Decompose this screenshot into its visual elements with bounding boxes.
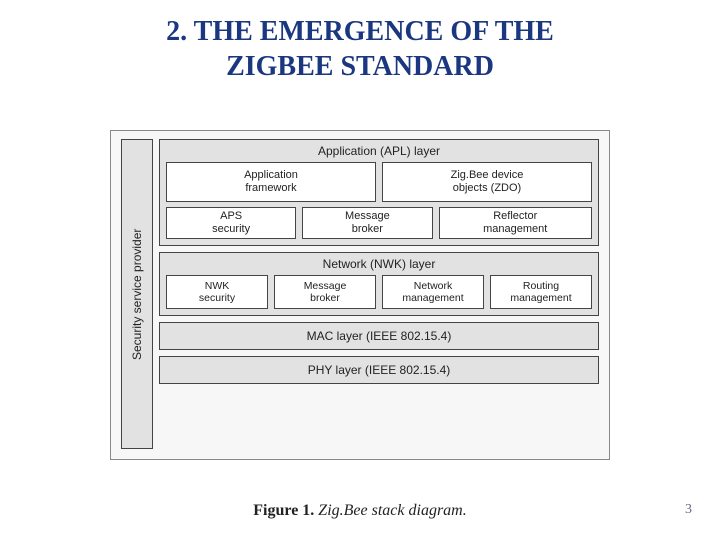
page-number: 3	[685, 502, 692, 518]
stack-diagram: Security service provider Application (A…	[110, 130, 610, 460]
nwk-layer: Network (NWK) layer NWK security Message…	[159, 252, 599, 316]
diagram-inner: Security service provider Application (A…	[121, 139, 599, 449]
application-framework-box: Application framework	[166, 162, 376, 202]
phy-layer: PHY layer (IEEE 802.15.4)	[159, 356, 599, 384]
title-line-2: ZIGBEE STANDARD	[0, 49, 720, 84]
nwk-security-box: NWK security	[166, 275, 268, 309]
reflector-management-box: Reflector management	[439, 207, 593, 239]
caption-text: Zig.Bee stack diagram.	[318, 502, 466, 519]
network-management-box: Network management	[382, 275, 484, 309]
apl-row-1: Application framework Zig.Bee device obj…	[166, 162, 592, 202]
nwk-message-broker-box: Message broker	[274, 275, 376, 309]
apl-message-broker-box: Message broker	[302, 207, 432, 239]
apl-row-2: APS security Message broker Reflector ma…	[166, 207, 592, 239]
nwk-row: NWK security Message broker Network mana…	[166, 275, 592, 309]
apl-layer: Application (APL) layer Application fram…	[159, 139, 599, 246]
apl-layer-label: Application (APL) layer	[166, 144, 592, 158]
mac-layer: MAC layer (IEEE 802.15.4)	[159, 322, 599, 350]
nwk-layer-label: Network (NWK) layer	[166, 257, 592, 271]
aps-security-box: APS security	[166, 207, 296, 239]
layer-stack: Application (APL) layer Application fram…	[159, 139, 599, 449]
security-service-provider: Security service provider	[121, 139, 153, 449]
zdo-box: Zig.Bee device objects (ZDO)	[382, 162, 592, 202]
caption-label: Figure 1.	[253, 502, 318, 519]
routing-management-box: Routing management	[490, 275, 592, 309]
title-line-1: 2. THE EMERGENCE OF THE	[0, 14, 720, 49]
figure-caption: Figure 1. Zig.Bee stack diagram.	[0, 502, 720, 520]
slide-title: 2. THE EMERGENCE OF THE ZIGBEE STANDARD	[0, 0, 720, 84]
